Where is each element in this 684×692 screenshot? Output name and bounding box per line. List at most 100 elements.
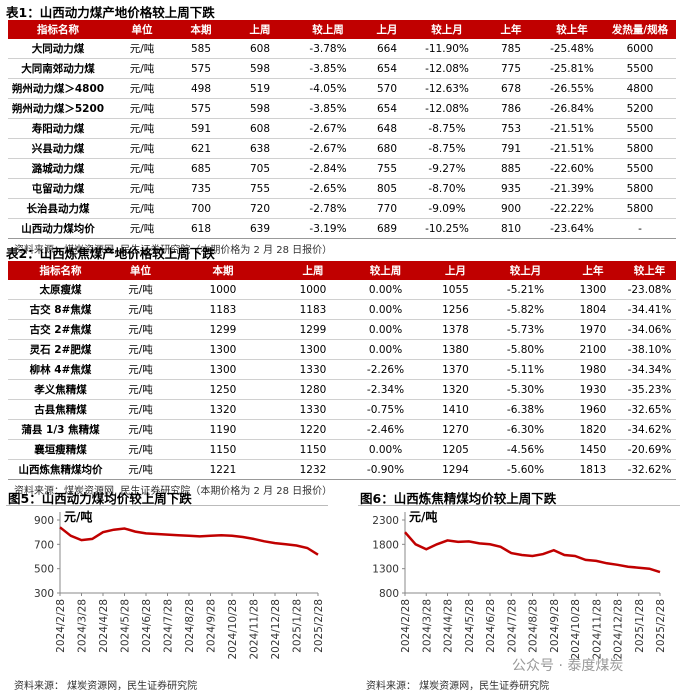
- table-cell: 1190: [168, 419, 278, 440]
- table-cell: 1378: [423, 319, 488, 340]
- table-cell: 元/吨: [108, 138, 176, 159]
- table-cell: 1300: [278, 339, 348, 360]
- table-cell: -3.19%: [294, 218, 362, 239]
- table-cell: 元/吨: [113, 339, 168, 360]
- table-cell: -5.60%: [488, 459, 563, 480]
- table-cell: 潞城动力煤: [8, 158, 108, 179]
- table-row: 古交 2#焦煤 元/吨 1299 1299 0.00% 1378 -5.73% 1970 -34…: [8, 319, 676, 340]
- table-cell: -6.30%: [488, 419, 563, 440]
- table-cell: 753: [482, 118, 540, 139]
- table-cell: 498: [176, 78, 226, 99]
- table-cell: 1410: [423, 399, 488, 420]
- x-tick-label: 2024/8/28: [528, 599, 540, 653]
- table-cell: 1299: [168, 319, 278, 340]
- table-cell: -2.78%: [294, 198, 362, 219]
- header-cell: 上周: [226, 20, 294, 39]
- table-cell: -32.65%: [623, 399, 676, 420]
- table-row: 古县焦精煤 元/吨 1320 1330 -0.75% 1410 -6.38% 1960 -32.…: [8, 399, 676, 420]
- table-cell: 5800: [604, 138, 676, 159]
- table-cell: -: [604, 218, 676, 239]
- table-cell: 678: [482, 78, 540, 99]
- table-cell: 5800: [604, 198, 676, 219]
- header-cell: 较上年: [540, 20, 604, 39]
- table-row: 大同动力煤 元/吨 585 608 -3.78% 664 -11.90% 785 -25.48%…: [8, 39, 676, 59]
- table-row: 太原瘦煤 元/吨 1000 1000 0.00% 1055 -5.21% 1300 -23.08…: [8, 280, 676, 300]
- table-cell: 灵石 2#肥煤: [8, 339, 113, 360]
- table-cell: 元/吨: [113, 419, 168, 440]
- table-cell: 元/吨: [108, 98, 176, 119]
- header-cell: 指标名称: [8, 20, 108, 39]
- table-cell: 元/吨: [113, 439, 168, 460]
- chart-title: 图5：山西动力煤均价较上周下跌: [8, 491, 192, 506]
- table-cell: 6000: [604, 39, 676, 59]
- table-row: 蒲县 1/3 焦精煤 元/吨 1190 1220 -2.46% 1270 -6.30% 182…: [8, 419, 676, 440]
- table-cell: 5800: [604, 178, 676, 199]
- table-cell: -25.81%: [540, 58, 604, 79]
- header-cell: 较上月: [488, 261, 563, 280]
- header-row: 指标名称 单位 本期 上周 较上周 上月 较上月 上年 较上年: [8, 261, 676, 280]
- x-tick-label: 2024/9/28: [206, 599, 218, 653]
- table-cell: -12.08%: [412, 98, 482, 119]
- table-cell: 1150: [168, 439, 278, 460]
- header-cell: 上月: [423, 261, 488, 280]
- table: 指标名称 单位 本期 上周 较上周 上月 较上月 上年 较上年 发热量/规格 大同动力煤 元/吨 585…: [8, 20, 676, 239]
- table-row: 孝义焦精煤 元/吨 1250 1280 -2.34% 1320 -5.30% 1930 -35.…: [8, 379, 676, 400]
- table-cell: -38.10%: [623, 339, 676, 360]
- table-cell: 古交 8#焦煤: [8, 299, 113, 320]
- source-note: 资料来源：煤炭资源网, 民生证券研究院（本期价格为 2 月 28 日报价）: [14, 486, 333, 497]
- table-title: 表1：山西动力煤产地价格较上周下跌: [6, 5, 215, 20]
- table-cell: 元/吨: [113, 399, 168, 420]
- x-tick-label: 2024/9/28: [549, 599, 561, 653]
- table-cell: 680: [362, 138, 412, 159]
- table-cell: 1000: [168, 280, 278, 300]
- x-tick-label: 2024/6/28: [485, 599, 497, 653]
- y-tick-label: 2300: [372, 515, 399, 527]
- table-cell: -35.23%: [623, 379, 676, 400]
- table-cell: 598: [226, 58, 294, 79]
- table-cell: 575: [176, 58, 226, 79]
- table-cell: 元/吨: [108, 198, 176, 219]
- table-cell: 元/吨: [113, 459, 168, 480]
- table-cell: 1380: [423, 339, 488, 360]
- table-cell: 770: [362, 198, 412, 219]
- table-cell: -26.55%: [540, 78, 604, 99]
- table-cell: -26.84%: [540, 98, 604, 119]
- x-tick-label: 2024/12/28: [270, 599, 282, 660]
- table-cell: -8.70%: [412, 178, 482, 199]
- table-row: 襄垣瘦精煤 元/吨 1150 1150 0.00% 1205 -4.56% 1450 -20.6…: [8, 439, 676, 460]
- table-cell: 1220: [278, 419, 348, 440]
- table-row: 寿阳动力煤 元/吨 591 608 -2.67% 648 -8.75% 753 -21.51% 5…: [8, 118, 676, 139]
- divider: [6, 505, 328, 506]
- table-cell: 屯留动力煤: [8, 178, 108, 199]
- table-cell: 1150: [278, 439, 348, 460]
- table-cell: 805: [362, 178, 412, 199]
- x-tick-label: 2025/1/28: [634, 599, 646, 653]
- table-cell: 638: [226, 138, 294, 159]
- table-cell: 1970: [563, 319, 623, 340]
- price-line: [404, 531, 661, 574]
- watermark: 公众号 · 泰度煤炭: [512, 658, 624, 674]
- y-axis-label: 元/吨: [64, 509, 92, 524]
- table-cell: 孝义焦精煤: [8, 379, 113, 400]
- source-note: 资料来源： 煤炭资源网，民生证券研究院: [366, 681, 550, 692]
- x-tick-label: 2024/3/28: [421, 599, 433, 653]
- table-cell: -9.09%: [412, 198, 482, 219]
- table-cell: -5.73%: [488, 319, 563, 340]
- header-cell: 上月: [362, 20, 412, 39]
- table-cell: -3.85%: [294, 98, 362, 119]
- table-cell: -2.67%: [294, 118, 362, 139]
- table-cell: -23.64%: [540, 218, 604, 239]
- table-cell: 1000: [278, 280, 348, 300]
- table-cell: 1960: [563, 399, 623, 420]
- header-cell: 较上周: [294, 20, 362, 39]
- table-cell: -5.82%: [488, 299, 563, 320]
- table-cell: 1256: [423, 299, 488, 320]
- table-cell: 0.00%: [348, 280, 423, 300]
- header-cell: 指标名称: [8, 261, 113, 280]
- table-cell: 705: [226, 158, 294, 179]
- table-cell: 古县焦精煤: [8, 399, 113, 420]
- table-cell: 1221: [168, 459, 278, 480]
- header-cell: 上年: [482, 20, 540, 39]
- table-cell: -3.85%: [294, 58, 362, 79]
- table-cell: 1820: [563, 419, 623, 440]
